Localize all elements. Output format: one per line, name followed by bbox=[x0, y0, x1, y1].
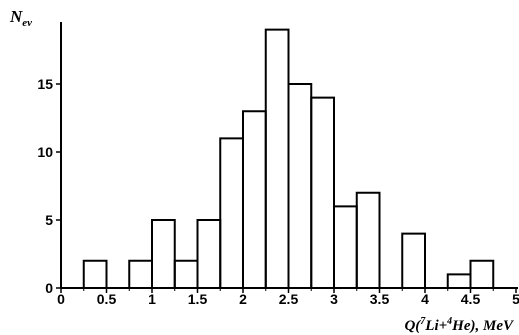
histogram-bars bbox=[82, 28, 495, 288]
histogram-bar bbox=[469, 259, 495, 288]
x-tick-label: 3 bbox=[330, 291, 338, 307]
histogram-bar bbox=[310, 96, 335, 288]
x-tick-label: 4 bbox=[421, 291, 429, 307]
histogram-bar bbox=[355, 191, 381, 288]
x-tick-label: 2 bbox=[239, 291, 247, 307]
histogram-bar bbox=[219, 137, 244, 288]
x-tick-label: 2.5 bbox=[279, 291, 299, 307]
histogram-bar bbox=[151, 219, 176, 288]
histogram-bar bbox=[401, 232, 426, 288]
histogram-bar bbox=[82, 259, 108, 288]
x-axis-ticks: 0 0.5 1 1.5 2 2.5 3 3.5 4 4.5 5 bbox=[57, 288, 519, 307]
histogram-bar bbox=[264, 28, 290, 288]
y-axis-ticks: 0 5 10 15 bbox=[37, 76, 61, 296]
y-axis-label: Nev bbox=[9, 7, 32, 29]
x-axis-label: Q(7Li+4He), MeV bbox=[404, 316, 515, 334]
histogram-bar bbox=[173, 259, 199, 288]
histogram-bar bbox=[287, 83, 313, 288]
x-tick-label: 0.5 bbox=[97, 291, 117, 307]
y-tick-label: 15 bbox=[37, 76, 53, 92]
x-tick-label: 1 bbox=[148, 291, 156, 307]
y-tick-label: 0 bbox=[45, 280, 53, 296]
histogram-bar bbox=[128, 259, 153, 288]
y-tick-label: 10 bbox=[37, 144, 53, 160]
histogram-bar bbox=[242, 110, 267, 288]
x-tick-label: 0 bbox=[57, 291, 65, 307]
x-tick-label: 4.5 bbox=[461, 291, 481, 307]
x-tick-label: 5 bbox=[512, 291, 519, 307]
histogram-bar bbox=[196, 219, 222, 288]
x-tick-label: 1.5 bbox=[188, 291, 208, 307]
x-tick-label: 3.5 bbox=[370, 291, 390, 307]
y-tick-label: 5 bbox=[45, 212, 53, 228]
histogram-bar bbox=[333, 205, 358, 288]
histogram-bar bbox=[446, 273, 472, 288]
